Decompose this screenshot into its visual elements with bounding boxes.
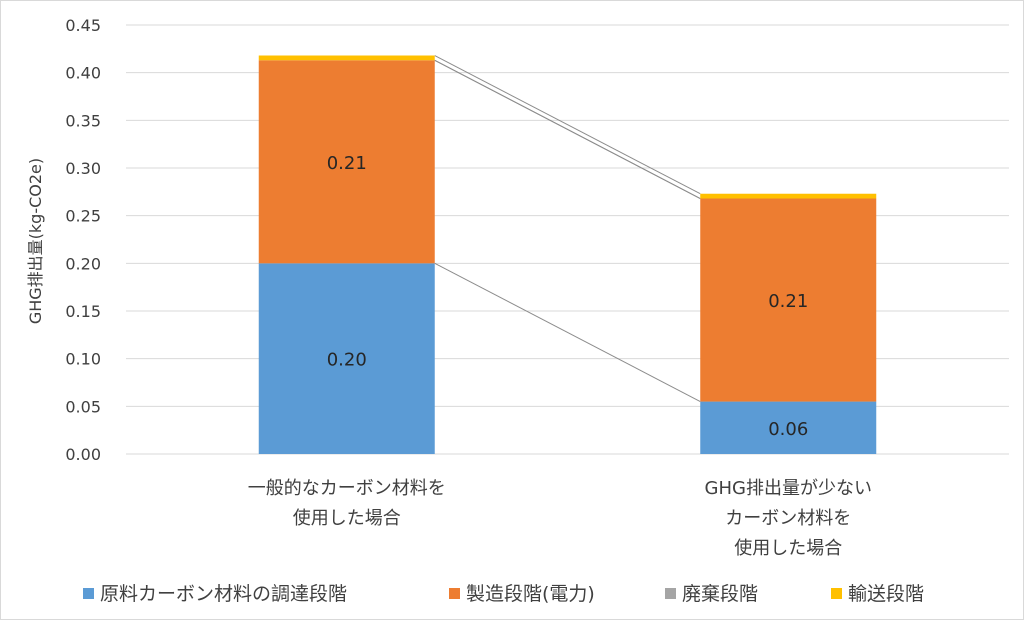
y-tick-label: 0.25 bbox=[65, 207, 101, 226]
category-label-line: 使用した場合 bbox=[734, 538, 842, 559]
legend-item: 輸送段階 bbox=[831, 583, 924, 605]
y-tick-label: 0.30 bbox=[65, 159, 101, 178]
y-tick-label: 0.00 bbox=[65, 445, 101, 464]
legend-item: 製造段階(電力) bbox=[449, 583, 595, 605]
data-label: 0.21 bbox=[768, 291, 808, 312]
category-label-line: GHG排出量が少ない bbox=[705, 478, 872, 499]
legend-swatch bbox=[449, 588, 460, 599]
legend-item: 原料カーボン材料の調達段階 bbox=[83, 583, 347, 605]
legend-label: 製造段階(電力) bbox=[466, 583, 595, 605]
gridlines bbox=[126, 24, 1009, 455]
bars bbox=[258, 55, 877, 454]
data-labels: 0.20 0.21 0.06 0.21 bbox=[327, 153, 809, 440]
y-tick-labels: 0.00 0.05 0.10 0.15 0.20 0.25 0.30 0.35 0.40 0.45 bbox=[65, 16, 101, 464]
category-label-line: 使用した場合 bbox=[293, 508, 401, 529]
bar-segment bbox=[700, 401, 877, 454]
y-tick-label: 0.05 bbox=[65, 397, 101, 416]
bar-segment bbox=[258, 263, 435, 454]
y-axis-label: GHG排出量(kg-CO2e) bbox=[26, 158, 45, 324]
y-tick-label: 0.10 bbox=[65, 350, 101, 369]
bar-segment bbox=[258, 60, 435, 264]
category-label-line: 一般的なカーボン材料を bbox=[248, 478, 446, 499]
series-line bbox=[434, 59, 701, 199]
y-tick-label: 0.40 bbox=[65, 64, 101, 83]
data-label: 0.21 bbox=[327, 153, 367, 174]
legend-swatch bbox=[83, 588, 94, 599]
y-tick-label: 0.15 bbox=[65, 302, 101, 321]
y-tick-label: 0.20 bbox=[65, 254, 101, 273]
data-label: 0.20 bbox=[327, 350, 367, 371]
bar-segment bbox=[700, 193, 877, 199]
series-connector-lines bbox=[434, 55, 701, 403]
data-label: 0.06 bbox=[768, 419, 808, 440]
series-line bbox=[434, 55, 701, 195]
legend-swatch bbox=[831, 588, 842, 599]
legend-item: 廃棄段階 bbox=[665, 583, 758, 605]
y-tick-label: 0.45 bbox=[65, 16, 101, 35]
series-line bbox=[434, 262, 701, 403]
category-label-line: カーボン材料を bbox=[725, 508, 851, 529]
legend-label: 廃棄段階 bbox=[682, 583, 758, 605]
legend-swatch bbox=[665, 588, 676, 599]
legend-label: 輸送段階 bbox=[848, 583, 924, 605]
bar-segment bbox=[258, 55, 435, 61]
legend-label: 原料カーボン材料の調達段階 bbox=[100, 583, 347, 605]
legend: 原料カーボン材料の調達段階 製造段階(電力) 廃棄段階 輸送段階 bbox=[83, 583, 924, 605]
y-tick-label: 0.35 bbox=[65, 111, 101, 130]
bar-segment bbox=[700, 198, 877, 402]
